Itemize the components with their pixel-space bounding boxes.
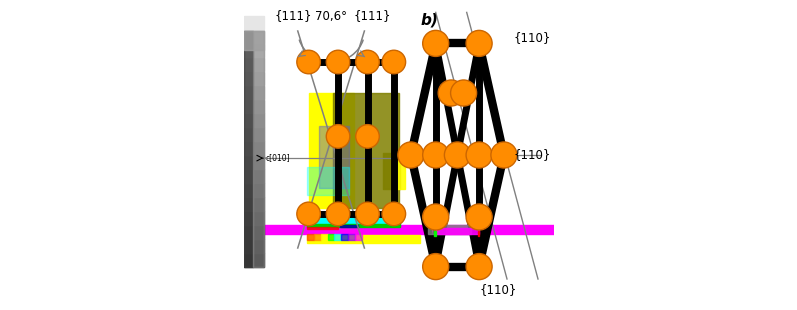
Text: c[010]: c[010] [265,153,290,163]
Circle shape [326,125,350,148]
Bar [392,153,405,189]
Bar [340,225,358,227]
Circle shape [450,80,477,106]
Text: 70,6°: 70,6° [316,10,347,23]
Bar [320,234,328,240]
Circle shape [466,204,492,230]
Circle shape [355,202,379,226]
Bar [244,44,264,57]
Bar [434,231,436,236]
Bar [244,225,264,239]
Circle shape [382,202,406,226]
Bar [355,234,362,240]
Bar [314,234,320,240]
Bar [244,211,264,225]
Circle shape [466,30,492,56]
Bar [308,93,354,208]
Bar [307,167,349,195]
Text: {110}: {110} [513,31,551,44]
Bar [244,16,264,29]
Bar [383,153,400,189]
Bar [244,127,264,141]
Bar [244,253,264,267]
Circle shape [326,50,350,74]
Bar [307,224,400,227]
Text: {111}: {111} [354,9,391,22]
Circle shape [382,50,406,74]
Bar [244,31,264,50]
Circle shape [355,50,379,74]
Bar [307,217,400,225]
Bar [253,31,264,267]
Text: {110}: {110} [479,283,516,296]
Bar [244,155,264,169]
Bar [428,225,471,234]
Bar [244,100,264,113]
Circle shape [326,202,350,226]
Bar [244,239,264,253]
Circle shape [438,80,464,106]
Circle shape [422,254,449,280]
Bar [328,234,334,240]
Circle shape [466,254,492,280]
Bar [307,227,338,229]
Circle shape [491,142,517,168]
Bar [244,183,264,197]
Bar [436,228,479,234]
Bar [341,234,348,240]
Text: {111}: {111} [274,9,312,22]
Bar [244,86,264,99]
Bar [348,234,355,240]
Bar [244,113,264,127]
Bar [244,225,553,234]
Bar [244,31,253,267]
Circle shape [398,142,424,168]
Bar [320,126,349,188]
Circle shape [422,204,449,230]
Bar [307,235,420,243]
Bar [244,197,264,211]
Bar [244,30,264,43]
Bar [334,234,341,240]
Circle shape [296,50,320,74]
Bar [244,141,264,155]
Circle shape [422,142,449,168]
Bar [244,169,264,183]
Circle shape [466,142,492,168]
Bar [244,58,264,71]
Circle shape [296,202,320,226]
Text: {110}: {110} [513,148,551,162]
Circle shape [445,142,470,168]
Circle shape [422,30,449,56]
Bar [477,231,479,236]
Circle shape [355,125,379,148]
Bar [333,93,398,208]
Text: b): b) [420,12,438,27]
Bar [244,72,264,85]
Bar [307,234,314,240]
